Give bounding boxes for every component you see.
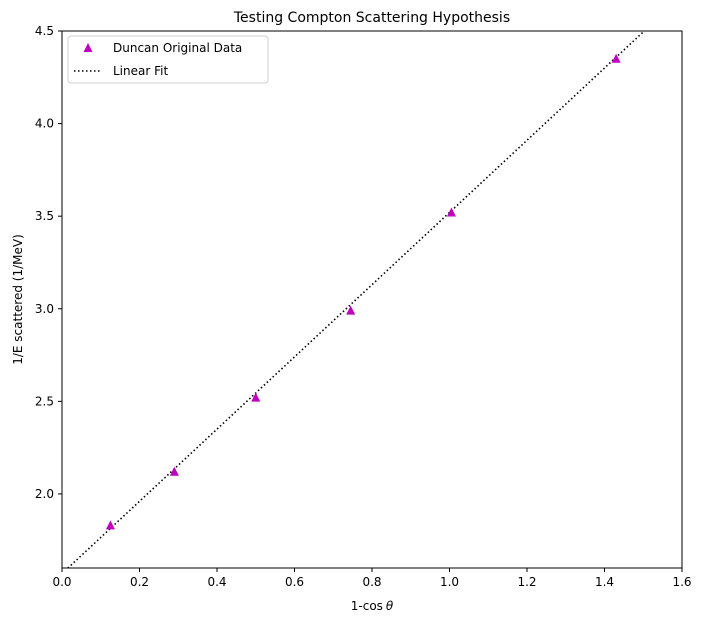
y-tick-label: 4.5 <box>35 24 54 38</box>
y-tick-label: 3.0 <box>35 302 54 316</box>
data-point-triangle <box>105 520 115 530</box>
plot-frame <box>61 30 683 569</box>
x-axis-title-prefix: 1-cos <box>351 599 383 613</box>
legend-entry-fit: Linear Fit <box>74 64 168 78</box>
x-axis-title: 1-cos θ <box>351 599 394 613</box>
data-point-triangle <box>346 305 356 315</box>
legend-entry-data: Duncan Original Data <box>83 41 242 55</box>
x-tick-label: 0.0 <box>52 575 71 589</box>
y-axis: 2.0 2.5 3.0 3.5 4.0 4.5 <box>35 24 62 501</box>
y-tick-label: 2.5 <box>35 394 54 408</box>
y-tick-label: 2.0 <box>35 487 54 501</box>
legend-label-fit: Linear Fit <box>113 64 168 78</box>
data-point-triangle <box>446 207 456 217</box>
data-point-triangle <box>169 466 179 476</box>
y-tick-label: 4.0 <box>35 117 54 131</box>
y-axis-title: 1/E scattered (1/MeV) <box>11 234 25 365</box>
legend-triangle-marker-icon <box>83 43 93 52</box>
plot-area <box>61 30 683 569</box>
data-point-triangle <box>251 392 261 402</box>
x-tick-label: 1.6 <box>672 575 691 589</box>
x-tick-label: 0.4 <box>207 575 226 589</box>
x-axis-title-symbol: θ <box>386 599 394 613</box>
x-tick-label: 1.4 <box>595 575 614 589</box>
data-point-triangle <box>611 53 621 63</box>
x-tick-label: 1.0 <box>440 575 459 589</box>
x-tick-label: 0.6 <box>285 575 304 589</box>
chart-title: Testing Compton Scattering Hypothesis <box>233 10 510 26</box>
x-tick-label: 0.2 <box>130 575 149 589</box>
legend-box <box>67 35 269 84</box>
y-tick-label: 3.5 <box>35 209 54 223</box>
linear-fit-line <box>66 31 646 568</box>
x-tick-label: 0.8 <box>362 575 381 589</box>
x-tick-label: 1.2 <box>517 575 536 589</box>
x-axis: 0.0 0.2 0.4 0.6 0.8 1.0 1.2 1.4 1.6 <box>52 568 692 589</box>
legend-label-data: Duncan Original Data <box>113 41 242 55</box>
legend: Duncan Original Data Linear Fit <box>67 35 269 84</box>
